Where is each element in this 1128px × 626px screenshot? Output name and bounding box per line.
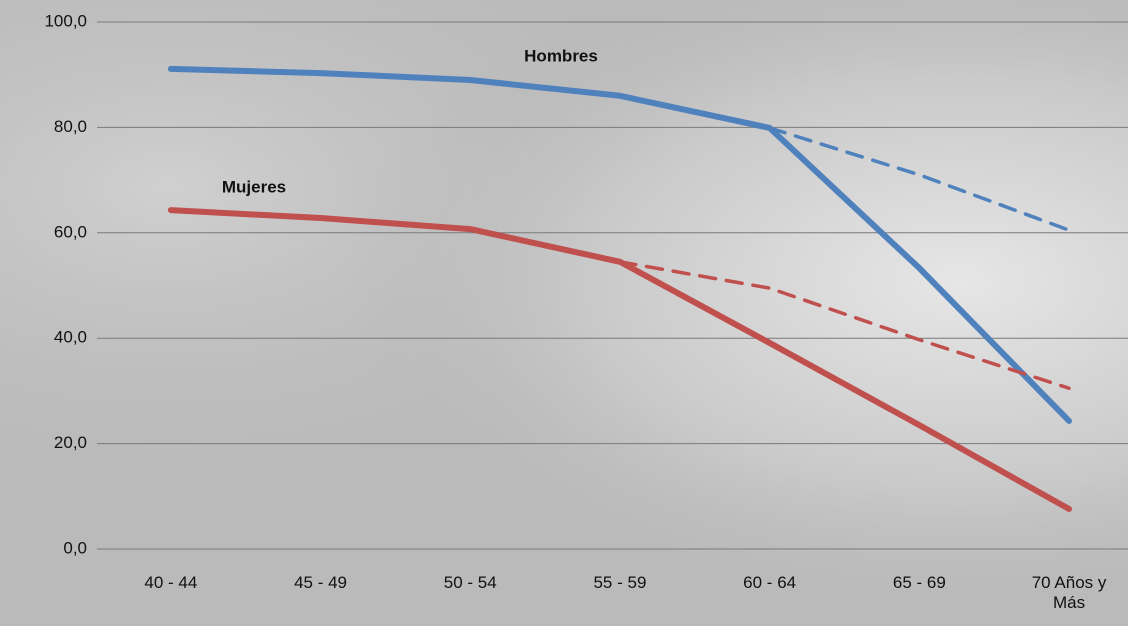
series-label: Hombres	[524, 46, 598, 65]
x-tick-label: 65 - 69	[892, 573, 946, 592]
y-tick-label: 40,0	[54, 328, 87, 347]
series-label: Mujeres	[222, 177, 286, 196]
y-tick-label: 0,0	[63, 538, 87, 557]
y-tick-label: 100,0	[44, 11, 87, 30]
y-tick-label: 20,0	[54, 433, 87, 452]
x-tick-label: 55 - 59	[593, 573, 647, 592]
y-tick-label: 60,0	[54, 222, 87, 241]
x-tick-label: 60 - 64	[743, 573, 797, 592]
x-tick-label: 70 Años y Más	[1031, 573, 1107, 612]
x-tick-label: 40 - 44	[144, 573, 198, 592]
y-tick-label: 80,0	[54, 117, 87, 136]
x-tick-label: 45 - 49	[294, 573, 348, 592]
dashed-line	[618, 260, 1071, 391]
line	[167, 65, 1073, 424]
x-tick-label: 50 - 54	[443, 573, 497, 592]
dashed-line	[767, 126, 1071, 232]
